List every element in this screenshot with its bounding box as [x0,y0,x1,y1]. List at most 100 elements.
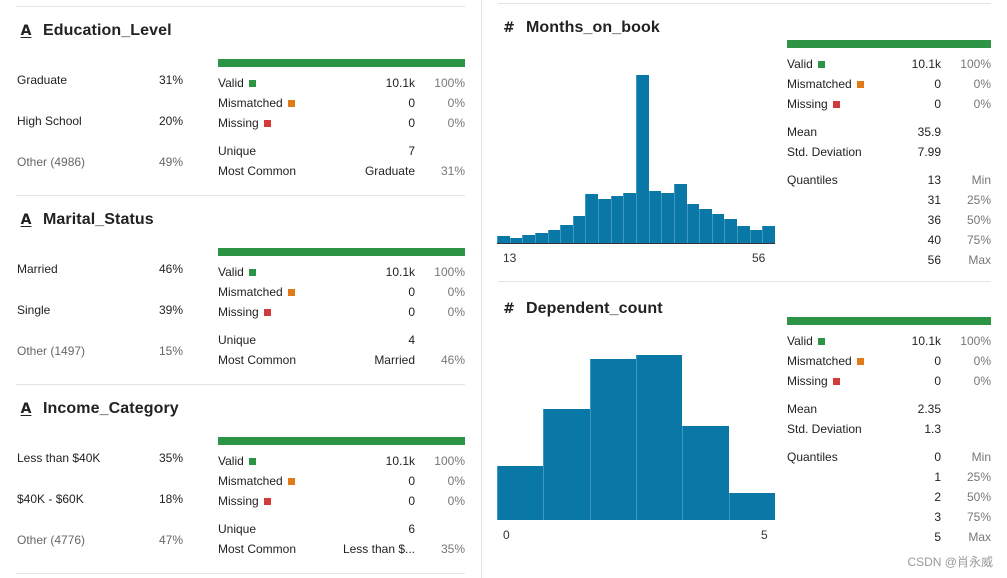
valid-progress-bar [787,40,991,48]
mismatched-value: 0 [934,77,941,91]
missing-label: Missing [218,494,259,508]
mismatched-square-icon [287,477,295,485]
category-label: Single [17,303,51,317]
category-label: Graduate [17,73,68,87]
string-type-icon: A [20,23,32,39]
quantile-name: 25% [966,470,991,484]
unique-value: 6 [408,522,415,536]
quantiles-label: Quantiles [787,450,838,464]
x-tick-min: 13 [503,251,517,265]
category-percent: 46% [158,262,183,276]
category-percent: 20% [158,114,183,128]
valid-label: Valid [787,57,813,71]
missing-square-icon [263,119,271,127]
missing-percent: 0% [447,305,465,319]
quantile-name: Min [971,450,991,464]
most-common-percent: 35% [440,542,465,556]
valid-percent: 100% [434,454,465,468]
std-value: 1.3 [924,422,941,436]
std-label: Std. Deviation [787,422,862,436]
histogram-bar [724,219,738,243]
quantile-value: 5 [934,530,941,544]
mismatched-percent: 0% [973,77,991,91]
most-common-label: Most Common [218,353,297,367]
x-axis-line [497,243,775,244]
section-divider [16,384,465,385]
missing-percent: 0% [973,374,991,388]
histogram-bar [711,214,725,243]
category-row: Graduate 31% [17,73,183,87]
valid-square-icon [817,60,825,68]
column-title: Marital_Status [43,211,154,228]
histogram-bar [497,465,544,520]
quantile-name: 75% [966,233,991,247]
std-label: Std. Deviation [787,145,862,159]
category-percent: 35% [158,451,183,465]
most-common-label: Most Common [218,542,297,556]
missing-square-icon [832,377,840,385]
histogram-bar [636,75,649,243]
mismatched-value: 0 [934,354,941,368]
column-header: A Marital_Status [19,211,154,229]
quantile-name: Max [968,253,991,267]
column-header: A Income_Category [19,400,179,418]
mismatched-label: Mismatched [218,474,283,488]
most-common-label: Most Common [218,164,297,178]
category-row: Less than $40K 35% [17,451,183,465]
histogram-bar [598,199,611,243]
category-row-other: Other (4986) 49% [17,155,183,169]
histogram-bar [610,195,624,243]
valid-label: Valid [218,265,244,279]
x-tick-max: 5 [761,528,768,542]
mismatched-percent: 0% [447,474,465,488]
category-row: Married 46% [17,262,183,276]
mismatched-percent: 0% [973,354,991,368]
valid-value: 10.1k [911,57,941,71]
missing-percent: 0% [447,116,465,130]
mismatched-value: 0 [408,474,415,488]
missing-label: Missing [218,116,259,130]
histogram-bar [762,226,775,243]
string-type-icon: A [20,401,32,417]
unique-label: Unique [218,144,257,158]
histogram-months-on-book [497,75,775,243]
mismatched-value: 0 [408,285,415,299]
histogram-bar [686,204,700,243]
section-divider [16,573,465,574]
std-value: 7.99 [917,145,941,159]
quantile-value: 3 [934,510,941,524]
valid-percent: 100% [434,265,465,279]
most-common-value: Less than $... [342,542,415,556]
valid-value: 10.1k [385,454,415,468]
unique-value: 4 [408,333,415,347]
valid-value: 10.1k [385,265,415,279]
valid-square-icon [817,337,825,345]
histogram-bar [560,224,573,243]
histogram-bar [661,192,674,243]
category-label: $40K - $60K [17,492,84,506]
missing-value: 0 [408,305,415,319]
quantile-name: Min [971,173,991,187]
mismatched-label: Mismatched [787,77,852,91]
mismatched-square-icon [856,357,864,365]
missing-percent: 0% [447,494,465,508]
valid-label: Valid [218,454,244,468]
category-label: Other (4986) [17,155,86,169]
histogram-bar [636,355,683,520]
quantile-name: 50% [966,490,991,504]
category-row-other: Other (1497) 15% [17,344,183,358]
category-percent: 15% [158,344,183,358]
mismatched-square-icon [856,80,864,88]
top-divider-left [16,6,465,7]
quantile-value: 56 [927,253,941,267]
most-common-percent: 31% [440,164,465,178]
most-common-value: Graduate [364,164,415,178]
quantile-value: 0 [934,450,941,464]
category-row: $40K - $60K 18% [17,492,183,506]
valid-progress-bar [218,248,465,256]
valid-percent: 100% [960,334,991,348]
column-header: # Months_on_book [502,19,660,37]
mismatched-percent: 0% [447,96,465,110]
missing-square-icon [263,497,271,505]
mismatched-percent: 0% [447,285,465,299]
